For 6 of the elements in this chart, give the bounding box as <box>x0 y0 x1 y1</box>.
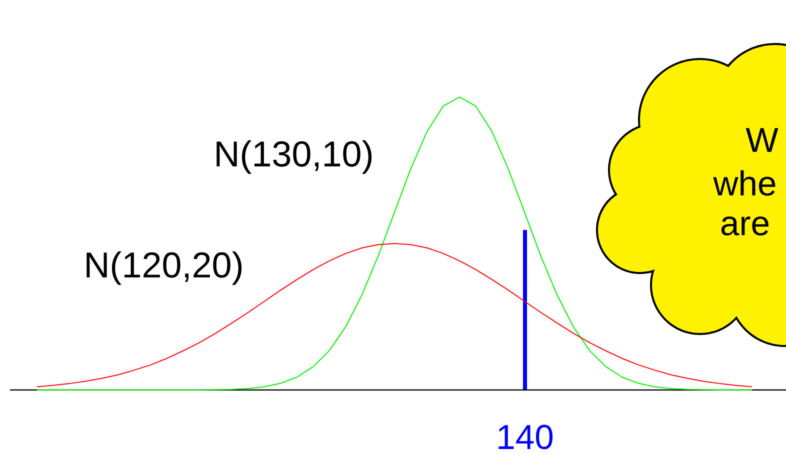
annotation: W <box>746 128 778 152</box>
series-label: N(130,10) <box>216 140 372 174</box>
annotation: whe <box>713 170 776 196</box>
annotation: are <box>721 216 768 236</box>
text: 140 <box>498 424 553 450</box>
series-label: N(120,20) <box>86 251 242 285</box>
